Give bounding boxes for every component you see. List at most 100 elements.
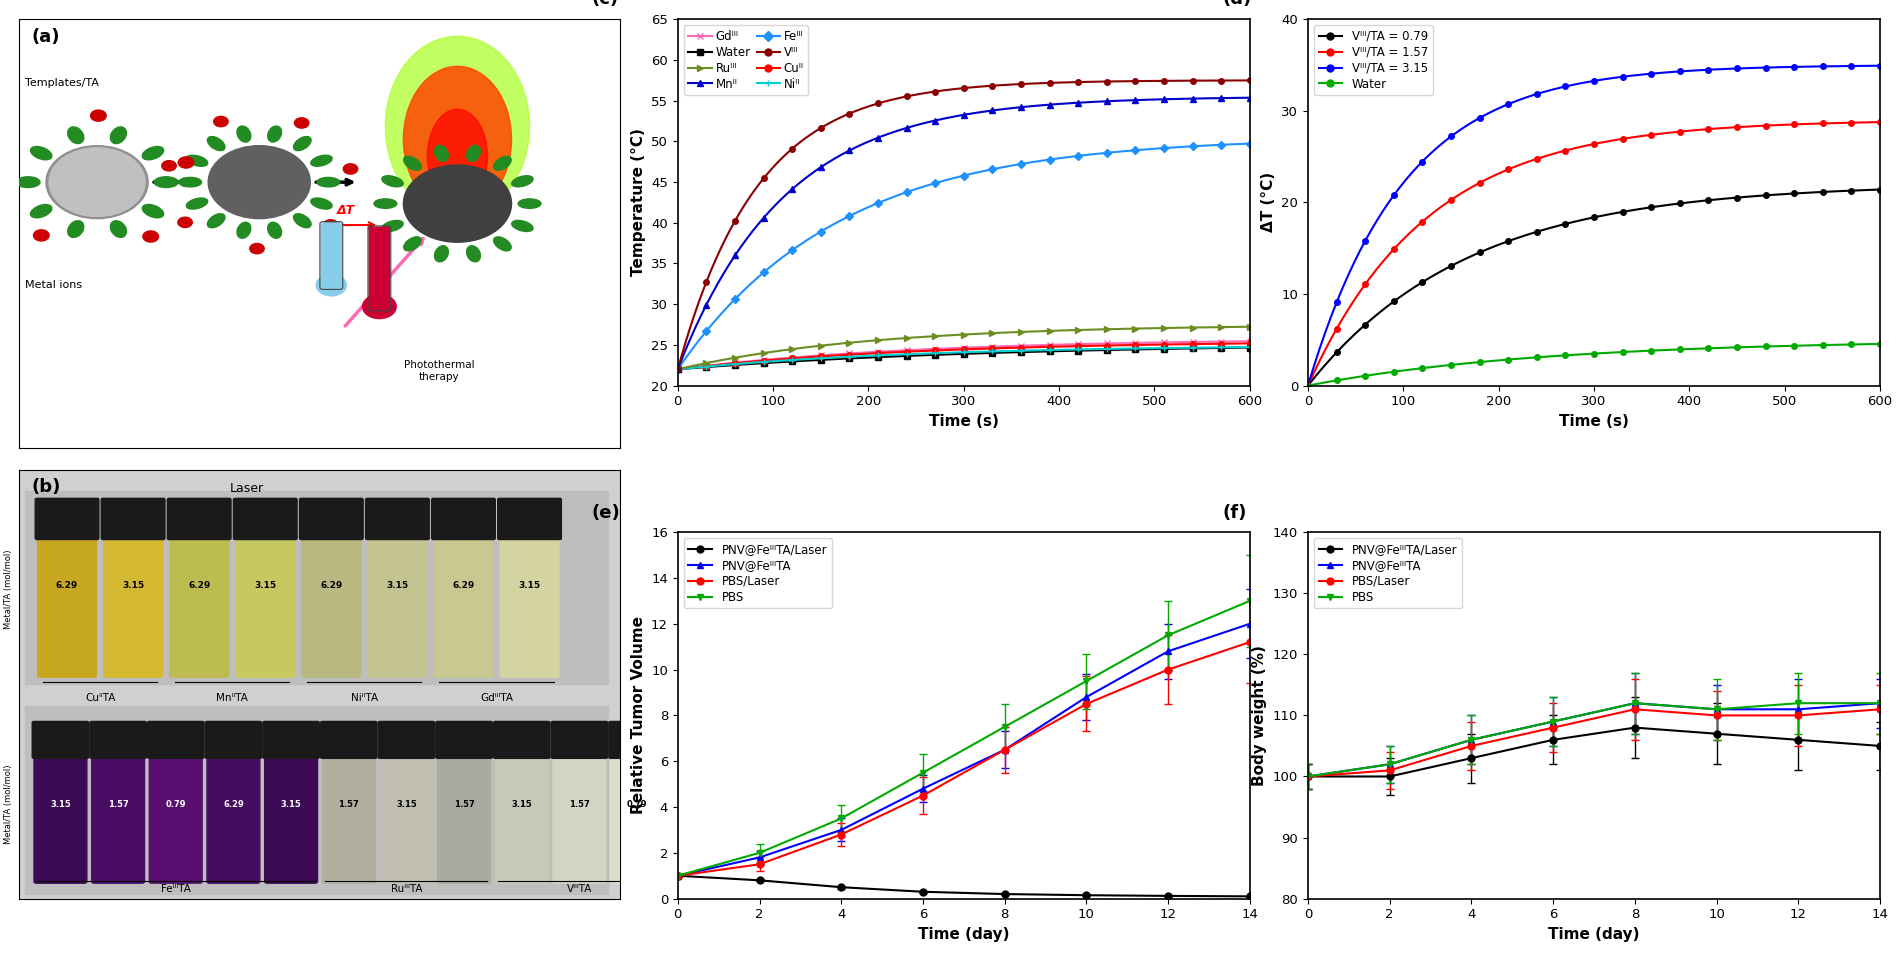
Ellipse shape <box>237 222 251 238</box>
Circle shape <box>142 231 158 242</box>
Ellipse shape <box>154 177 178 187</box>
Ellipse shape <box>311 155 332 166</box>
Ellipse shape <box>68 221 84 237</box>
Ellipse shape <box>237 126 251 142</box>
Text: (a): (a) <box>30 28 59 46</box>
Legend: PNV@FeᴵᴵᴵTA/Laser, PNV@FeᴵᴵᴵTA, PBS/Laser, PBS: PNV@FeᴵᴵᴵTA/Laser, PNV@FeᴵᴵᴵTA, PBS/Lase… <box>1313 538 1461 608</box>
Text: 3.15: 3.15 <box>397 800 416 809</box>
Ellipse shape <box>385 36 530 216</box>
Ellipse shape <box>317 178 340 186</box>
Text: Metal ions: Metal ions <box>25 280 82 290</box>
X-axis label: Time (day): Time (day) <box>917 927 1010 942</box>
Text: 1.57: 1.57 <box>569 800 590 809</box>
Text: 6.29: 6.29 <box>321 581 342 590</box>
FancyBboxPatch shape <box>150 751 201 883</box>
Circle shape <box>34 229 49 241</box>
FancyBboxPatch shape <box>205 722 262 758</box>
FancyBboxPatch shape <box>550 722 607 758</box>
Y-axis label: Temperature (°C): Temperature (°C) <box>630 128 645 276</box>
Text: CuᴵᴵTA: CuᴵᴵTA <box>85 693 116 703</box>
Circle shape <box>344 163 357 174</box>
Ellipse shape <box>404 157 421 170</box>
Text: 3.15: 3.15 <box>254 581 277 590</box>
Ellipse shape <box>207 137 224 151</box>
Ellipse shape <box>518 199 541 208</box>
Ellipse shape <box>142 146 163 160</box>
FancyBboxPatch shape <box>368 532 427 677</box>
Y-axis label: Relative Tumor Volume: Relative Tumor Volume <box>630 617 645 815</box>
Text: 0.79: 0.79 <box>165 800 186 809</box>
Y-axis label: Body weight (%): Body weight (%) <box>1251 645 1266 786</box>
Ellipse shape <box>294 214 311 228</box>
Text: Templates/TA: Templates/TA <box>25 78 99 89</box>
FancyBboxPatch shape <box>321 223 342 287</box>
FancyBboxPatch shape <box>36 498 99 539</box>
X-axis label: Time (day): Time (day) <box>1547 927 1638 942</box>
X-axis label: Time (s): Time (s) <box>928 414 998 429</box>
FancyBboxPatch shape <box>91 751 144 883</box>
FancyBboxPatch shape <box>300 498 363 539</box>
Ellipse shape <box>511 176 533 186</box>
Legend: Vᴵᴵᴵ/TA = 0.79, Vᴵᴵᴵ/TA = 1.57, Vᴵᴵᴵ/TA = 3.15, Water: Vᴵᴵᴵ/TA = 0.79, Vᴵᴵᴵ/TA = 1.57, Vᴵᴵᴵ/TA … <box>1313 25 1431 96</box>
Ellipse shape <box>467 145 480 162</box>
Ellipse shape <box>68 127 84 143</box>
Ellipse shape <box>311 198 332 209</box>
Ellipse shape <box>186 155 207 166</box>
Ellipse shape <box>110 221 127 237</box>
FancyBboxPatch shape <box>167 498 232 539</box>
Text: 3.15: 3.15 <box>49 800 70 809</box>
FancyBboxPatch shape <box>493 722 550 758</box>
Ellipse shape <box>374 199 397 208</box>
Text: FeᴵᴵᴵTA: FeᴵᴵᴵTA <box>161 884 190 895</box>
Ellipse shape <box>186 198 207 209</box>
FancyBboxPatch shape <box>207 751 260 883</box>
FancyBboxPatch shape <box>368 228 389 309</box>
FancyBboxPatch shape <box>609 722 664 758</box>
Ellipse shape <box>268 126 281 142</box>
FancyBboxPatch shape <box>611 751 662 883</box>
FancyBboxPatch shape <box>264 751 317 883</box>
FancyBboxPatch shape <box>233 498 296 539</box>
FancyBboxPatch shape <box>380 751 433 883</box>
FancyBboxPatch shape <box>302 532 361 677</box>
Ellipse shape <box>404 237 421 250</box>
Ellipse shape <box>142 205 163 218</box>
Ellipse shape <box>402 66 511 212</box>
Ellipse shape <box>207 214 224 228</box>
Circle shape <box>317 274 345 295</box>
FancyBboxPatch shape <box>25 706 607 895</box>
FancyBboxPatch shape <box>262 722 319 758</box>
Text: 6.29: 6.29 <box>188 581 211 590</box>
Legend: PNV@FeᴵᴵᴵTA/Laser, PNV@FeᴵᴵᴵTA, PBS/Laser, PBS: PNV@FeᴵᴵᴵTA/Laser, PNV@FeᴵᴵᴵTA, PBS/Lase… <box>683 538 831 608</box>
Text: Laser: Laser <box>230 483 264 495</box>
Text: Photothermal
therapy: Photothermal therapy <box>404 360 474 381</box>
FancyBboxPatch shape <box>437 751 490 883</box>
Circle shape <box>49 148 144 216</box>
Text: (e): (e) <box>592 504 621 522</box>
FancyBboxPatch shape <box>101 498 165 539</box>
Circle shape <box>214 117 228 127</box>
Ellipse shape <box>268 222 281 238</box>
Text: 6.29: 6.29 <box>452 581 474 590</box>
Text: (c): (c) <box>592 0 619 9</box>
Ellipse shape <box>15 177 40 187</box>
Text: (d): (d) <box>1222 0 1251 9</box>
FancyBboxPatch shape <box>38 532 97 677</box>
Text: (b): (b) <box>30 478 61 496</box>
FancyBboxPatch shape <box>499 532 558 677</box>
Ellipse shape <box>30 205 51 218</box>
Circle shape <box>323 220 338 230</box>
Text: 1.57: 1.57 <box>108 800 129 809</box>
Circle shape <box>251 244 264 253</box>
Ellipse shape <box>30 146 51 160</box>
Ellipse shape <box>435 145 448 162</box>
Ellipse shape <box>511 221 533 231</box>
Text: RuᴵᴵᴵTA: RuᴵᴵᴵTA <box>391 884 421 895</box>
Text: 3.15: 3.15 <box>511 800 531 809</box>
Text: 3.15: 3.15 <box>281 800 302 809</box>
Text: 0.79: 0.79 <box>626 800 647 809</box>
FancyBboxPatch shape <box>235 532 294 677</box>
FancyBboxPatch shape <box>437 722 492 758</box>
Legend: Gdᴵᴵᴵ, Water, Ruᴵᴵᴵ, Mnᴵᴵ, Feᴵᴵᴵ, Vᴵᴵᴵ, Cuᴵᴵ, Niᴵᴵ: Gdᴵᴵᴵ, Water, Ruᴵᴵᴵ, Mnᴵᴵ, Feᴵᴵᴵ, Vᴵᴵᴵ, … <box>683 25 809 96</box>
Text: 3.15: 3.15 <box>385 581 408 590</box>
